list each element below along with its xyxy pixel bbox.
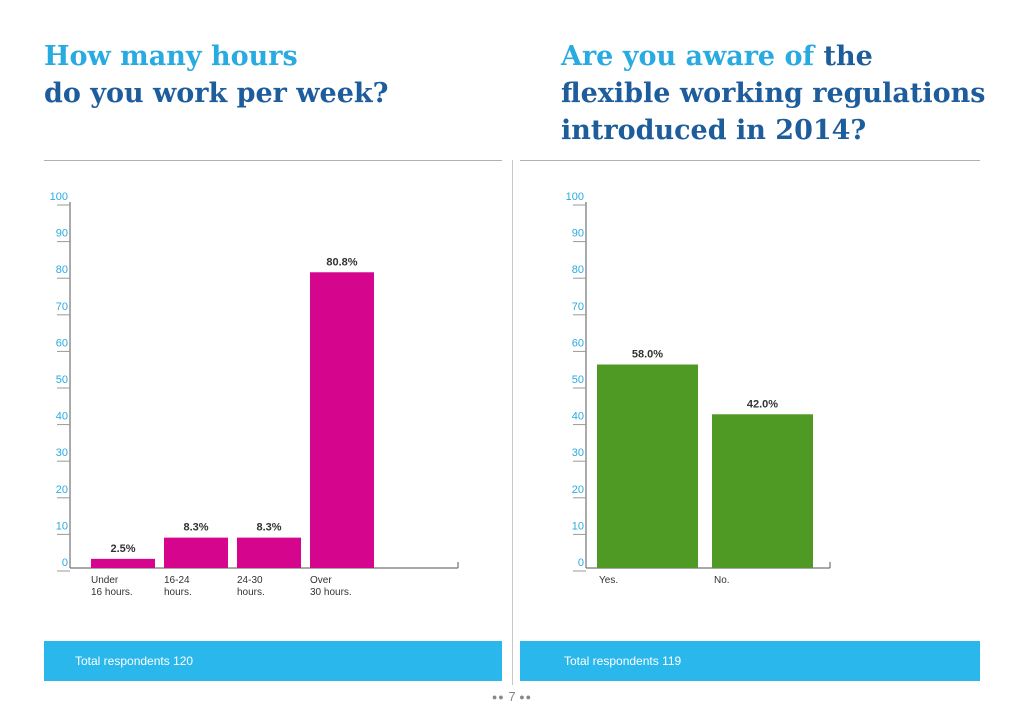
page-dots-left-icon: ●●	[491, 692, 505, 702]
hours-y-tick-label: 20	[56, 484, 68, 496]
right-chart-title: Are you aware of the flexible working re…	[561, 38, 985, 149]
awareness-category-label-line: No.	[714, 575, 730, 586]
hours-y-tick-label: 90	[56, 228, 68, 240]
awareness-value-label: 58.0%	[632, 349, 663, 361]
hours-y-tick-label: 30	[56, 447, 68, 459]
hours-value-label: 2.5%	[110, 543, 135, 555]
awareness-value-label: 42.0%	[747, 398, 778, 410]
right-title-line3: introduced in 2014?	[561, 115, 867, 146]
awareness-y-tick-label: 70	[572, 301, 584, 313]
hours-category-label-line: Over	[310, 575, 332, 586]
awareness-y-tick-label: 80	[572, 264, 584, 276]
hours-value-label: 80.8%	[326, 256, 357, 268]
hours-bar	[237, 537, 301, 568]
hours-y-tick-label: 100	[50, 191, 68, 203]
page-number-text: 7	[508, 689, 516, 704]
hours-y-tick-label: 60	[56, 337, 68, 349]
right-title-part1: Are you aware of	[561, 41, 815, 72]
hours-category-label-line: hours.	[237, 587, 265, 598]
right-title-line2: flexible working regulations	[561, 78, 986, 109]
right-header-rule	[520, 160, 980, 161]
hours-y-tick-label: 70	[56, 301, 68, 313]
hours-category-label: Over 30 hours.	[310, 575, 352, 598]
hours-y-tick-label: 0	[62, 557, 68, 569]
awareness-y-tick-label: 40	[572, 411, 584, 423]
flexible-working-awareness-chart: 0 10 20 30 40 50 60 70 80 90 100 58.0% Yes. 42.0% No.	[566, 191, 831, 586]
awareness-y-tick-label: 90	[572, 228, 584, 240]
awareness-category-label: No.	[714, 575, 730, 586]
awareness-y-tick-label: 100	[566, 191, 584, 203]
awareness-category-label-line: Yes.	[599, 575, 618, 586]
center-divider	[512, 160, 513, 685]
awareness-y-tick-label: 20	[572, 484, 584, 496]
hours-category-label-line: 16-24	[164, 575, 190, 586]
hours-category-label: Under 16 hours.	[91, 575, 133, 598]
left-header-rule	[44, 160, 502, 161]
awareness-bar	[712, 414, 813, 568]
hours-y-tick-label: 80	[56, 264, 68, 276]
left-respondents-footer: Total respondents 120	[44, 641, 502, 681]
right-respondents-footer: Total respondents 119	[520, 641, 980, 681]
awareness-y-tick-label: 10	[572, 520, 584, 532]
hours-category-label-line: hours.	[164, 587, 192, 598]
hours-y-tick-label: 10	[56, 520, 68, 532]
awareness-y-tick-label: 0	[578, 557, 584, 569]
hours-y-tick-label: 50	[56, 374, 68, 386]
hours-bar	[164, 537, 228, 568]
left-chart-title: How many hours do you work per week?	[44, 38, 388, 112]
awareness-y-tick-label: 50	[572, 374, 584, 386]
page-dots-right-icon: ●●	[519, 692, 533, 702]
hours-category-label: 24-30 hours.	[237, 575, 265, 598]
left-title-line2: do you work per week?	[44, 78, 389, 109]
awareness-category-label: Yes.	[599, 575, 618, 586]
hours-per-week-chart: 0 10 20 30 40 50 60 70 80 90 100 2.5% Under 16 hours.…	[50, 191, 459, 598]
hours-category-label-line: Under	[91, 575, 119, 586]
hours-y-tick-label: 40	[56, 411, 68, 423]
hours-category-label-line: 24-30	[237, 575, 263, 586]
awareness-y-tick-label: 60	[572, 337, 584, 349]
hours-category-label-line: 16 hours.	[91, 587, 133, 598]
right-title-part2: the	[823, 41, 873, 72]
hours-category-label-line: 30 hours.	[310, 587, 352, 598]
hours-value-label: 8.3%	[183, 522, 208, 534]
right-respondents-text: Total respondents 119	[564, 654, 682, 668]
hours-bar	[91, 558, 155, 568]
awareness-y-tick-label: 30	[572, 447, 584, 459]
hours-category-label: 16-24 hours.	[164, 575, 192, 598]
left-respondents-text: Total respondents 120	[75, 654, 194, 668]
hours-value-label: 8.3%	[256, 522, 281, 534]
page-number: ●● 7 ●●	[0, 689, 1024, 704]
hours-bar	[310, 272, 374, 568]
awareness-bar	[597, 364, 698, 568]
left-title-line1: How many hours	[44, 41, 298, 72]
